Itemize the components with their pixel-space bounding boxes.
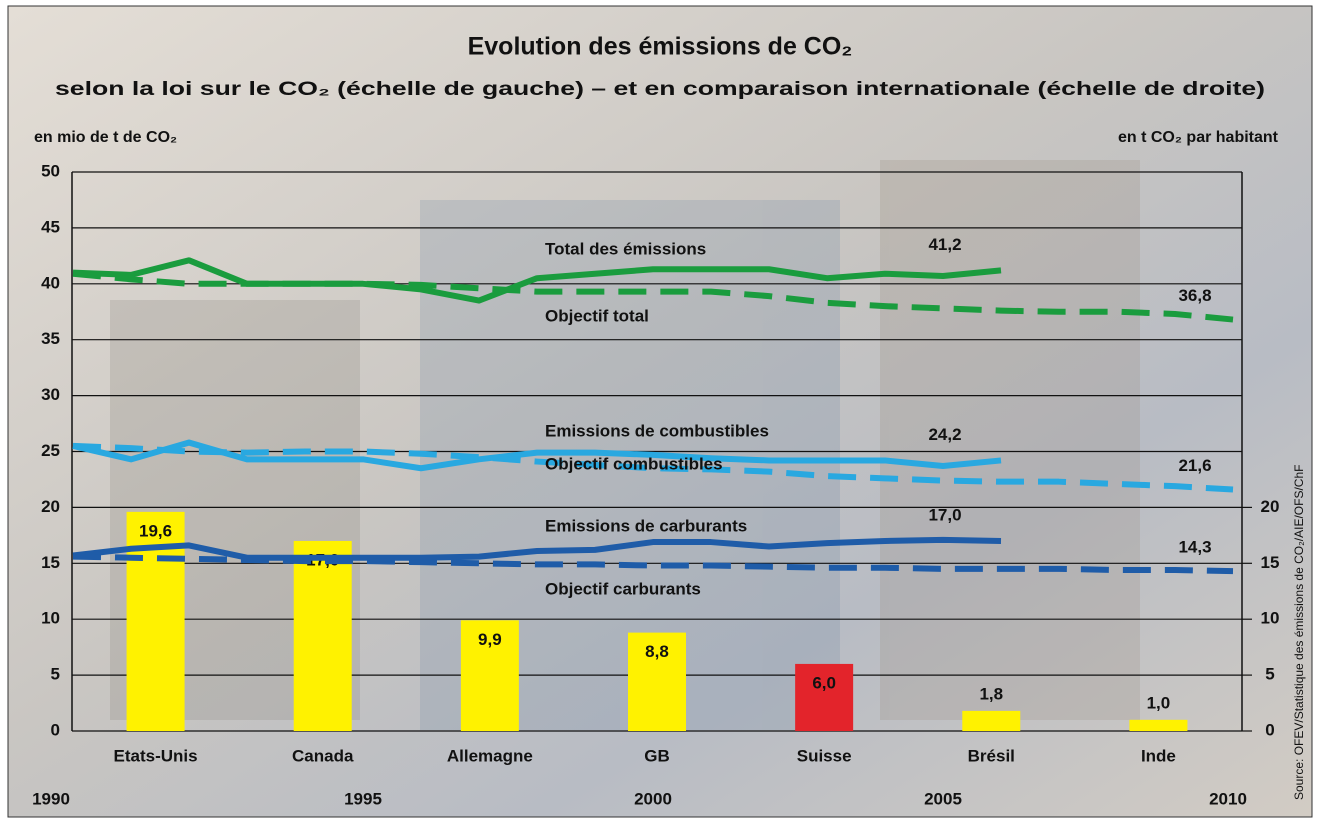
series-value-label: 14,3: [1178, 538, 1211, 557]
x-tick-label: 2000: [634, 789, 672, 808]
series-line: [72, 442, 1234, 493]
bar: [460, 620, 519, 731]
y-tick-label: 25: [41, 441, 60, 460]
chart-subtitle: selon la loi sur le CO₂ (échelle de gauc…: [55, 79, 1265, 100]
series-name-label: Objectif carburants: [545, 579, 701, 598]
y-tick-label: 15: [41, 553, 60, 572]
y2-tick-label: 0: [1265, 720, 1274, 739]
series-name-label: Total des émissions: [545, 239, 706, 258]
y-tick-label: 30: [41, 385, 60, 404]
x-category-label: GB: [644, 746, 670, 765]
series-value-label: 41,2: [928, 235, 961, 254]
bar-value-label: 6,0: [812, 673, 836, 692]
series-value-label: 21,6: [1178, 456, 1211, 475]
bar-value-label: 9,9: [478, 630, 502, 649]
y2-tick-label: 15: [1261, 553, 1280, 572]
bar: [628, 632, 686, 731]
series-name-label: Emissions de carburants: [545, 516, 747, 535]
y2-tick-label: 20: [1261, 497, 1280, 516]
x-tick-label: 2010: [1209, 789, 1247, 808]
bar: [962, 710, 1021, 731]
x-category-label: Etats-Unis: [114, 746, 198, 765]
bar-value-label: 19,6: [139, 521, 172, 540]
y2-axis-label: en t CO₂ par habitant: [1118, 129, 1279, 146]
series-value-label: 17,0: [928, 505, 961, 524]
y-tick-label: 10: [41, 609, 60, 628]
y-tick-label: 0: [51, 720, 60, 739]
bar: [293, 540, 352, 731]
y2-tick-label: 5: [1265, 665, 1274, 684]
bar: [1129, 719, 1188, 731]
x-tick-label: 2005: [924, 789, 962, 808]
x-tick-label: 1995: [344, 789, 382, 808]
y-tick-label: 40: [41, 273, 60, 292]
x-category-label: Inde: [1141, 746, 1176, 765]
series-line: [72, 439, 1002, 472]
series-line: [72, 553, 1234, 575]
y-axis-label: en mio de t de CO₂: [34, 129, 177, 146]
bar-value-label: 8,8: [645, 642, 669, 661]
source: Source: OFEV/Statistique des émissions d…: [1292, 465, 1306, 800]
series-value-label: 36,8: [1178, 286, 1211, 305]
x-category-label: Allemagne: [447, 746, 533, 765]
y2-tick-label: 10: [1261, 609, 1280, 628]
series-value-label: 24,2: [928, 425, 961, 444]
scaffold-decor: [110, 160, 1140, 730]
bar-value-label: 1,0: [1147, 693, 1171, 712]
series-line: [72, 257, 1002, 304]
bar-value-label: 1,8: [979, 684, 1003, 703]
y-tick-label: 45: [41, 217, 60, 236]
series-name-label: Emissions de combustibles: [545, 421, 769, 440]
x-tick-label: 1990: [32, 789, 70, 808]
x-category-label: Brésil: [968, 746, 1015, 765]
y-tick-label: 35: [41, 329, 60, 348]
y-tick-label: 5: [51, 665, 60, 684]
series-name-label: Objectif total: [545, 306, 649, 325]
y-tick-label: 20: [41, 497, 60, 516]
series-name-label: Objectif combustibles: [545, 454, 723, 473]
series-line: [72, 536, 1002, 561]
series-line: [72, 270, 1234, 323]
x-category-label: Suisse: [797, 746, 852, 765]
bar: [795, 663, 854, 731]
x-category-label: Canada: [292, 746, 354, 765]
y-tick-label: 50: [41, 161, 60, 180]
chart-title: Evolution des émissions de CO₂: [468, 33, 853, 61]
